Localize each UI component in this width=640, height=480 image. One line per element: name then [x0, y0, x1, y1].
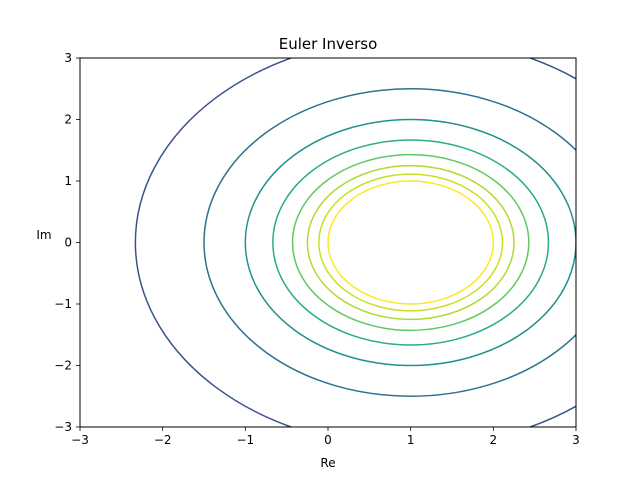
x-tick-label: 0	[324, 433, 332, 447]
y-axis-label: Im	[36, 228, 51, 242]
y-tick-label: 1	[64, 174, 72, 188]
contour-line-6	[306, 164, 515, 321]
contour-line-2	[203, 88, 576, 397]
x-tick-label: 2	[490, 433, 498, 447]
x-tick-label: −3	[71, 433, 89, 447]
chart-title: Euler Inverso	[279, 35, 378, 53]
x-tick-label: −2	[154, 433, 172, 447]
x-axis-ticks: −3 −2 −1 0 1 2 3	[71, 427, 580, 447]
y-axis-ticks: −3 −2 −1 0 1 2 3	[54, 51, 80, 434]
x-axis-label: Re	[320, 456, 335, 470]
contour-line-4	[272, 139, 550, 346]
y-tick-label: −1	[54, 297, 72, 311]
x-tick-label: −1	[236, 433, 254, 447]
contour-line-5	[291, 153, 530, 332]
x-tick-label: 3	[572, 433, 580, 447]
x-tick-label: 1	[407, 433, 415, 447]
y-tick-label: 0	[64, 236, 72, 250]
y-tick-label: −2	[54, 359, 72, 373]
contour-line-7	[318, 173, 504, 312]
y-tick-label: 3	[64, 51, 72, 65]
contour-line-8	[327, 180, 495, 305]
y-tick-label: 2	[64, 113, 72, 127]
contour-line-1	[134, 58, 576, 427]
contour-layer	[134, 58, 576, 427]
y-tick-label: −3	[54, 420, 72, 434]
